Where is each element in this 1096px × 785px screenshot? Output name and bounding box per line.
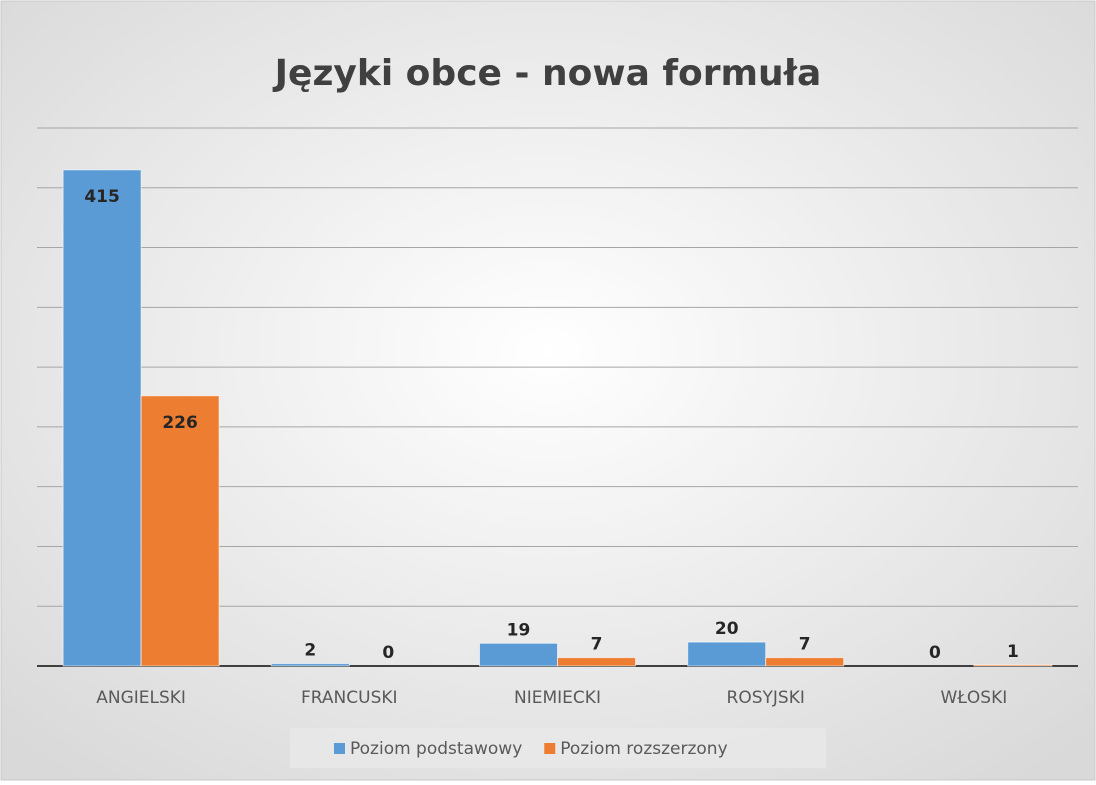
bar — [973, 664, 1053, 667]
legend-label: Poziom rozszerzony — [560, 739, 727, 759]
data-label: 7 — [799, 635, 811, 655]
bar — [62, 169, 142, 667]
bar — [270, 663, 350, 667]
data-label: 19 — [507, 620, 531, 640]
legend-box — [290, 728, 826, 768]
bar — [140, 395, 220, 667]
x-tick-label: ANGIELSKI — [96, 688, 186, 708]
bar — [765, 657, 845, 667]
legend-label: Poziom podstawowy — [350, 739, 522, 759]
bar — [687, 641, 767, 667]
chart-title: Języki obce - nowa formuła — [272, 53, 822, 94]
bar — [557, 657, 636, 667]
data-label: 226 — [162, 413, 198, 433]
data-label: 7 — [591, 635, 603, 655]
bar — [479, 642, 558, 667]
legend-swatch — [334, 743, 345, 754]
legend-swatch — [544, 743, 556, 754]
x-tick-label: FRANCUSKI — [301, 688, 398, 708]
x-tick-label: ROSYJSKI — [727, 688, 805, 708]
data-label: 20 — [715, 619, 739, 639]
x-tick-label: WŁOSKI — [941, 688, 1008, 708]
data-label: 1 — [1007, 642, 1019, 662]
data-label: 415 — [84, 187, 120, 207]
data-label: 2 — [304, 641, 316, 661]
data-label: 0 — [929, 643, 941, 663]
data-label: 0 — [382, 643, 394, 663]
x-tick-label: NIEMIECKI — [514, 688, 601, 708]
